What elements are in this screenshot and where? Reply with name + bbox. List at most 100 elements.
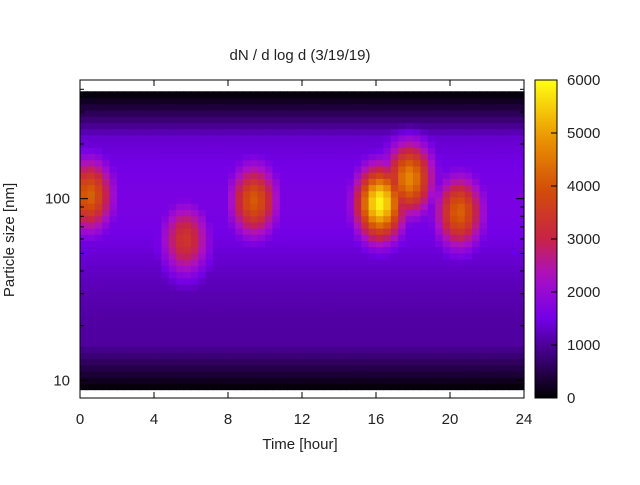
heatmap-cell xyxy=(472,128,481,136)
heatmap-cell xyxy=(124,333,133,341)
heatmap-cell xyxy=(265,203,273,210)
heatmap-cell xyxy=(376,172,384,179)
heatmap-cell xyxy=(220,209,229,217)
heatmap-cell xyxy=(146,128,155,136)
heatmap-cell xyxy=(131,339,140,347)
heatmap-cell xyxy=(168,128,177,136)
heatmap-cell xyxy=(376,134,384,142)
heatmap-cell xyxy=(272,97,281,105)
heatmap-cell xyxy=(205,165,214,173)
heatmap-cell xyxy=(413,196,421,204)
heatmap-cell xyxy=(309,109,318,117)
heatmap-cell xyxy=(479,215,488,223)
heatmap-cell xyxy=(413,377,421,384)
heatmap-cell xyxy=(376,116,384,123)
heatmap-cell xyxy=(324,308,333,316)
heatmap-cell xyxy=(102,116,111,123)
heatmap-cell xyxy=(87,203,96,210)
heatmap-cell xyxy=(457,277,466,285)
heatmap-cell xyxy=(339,91,347,99)
heatmap-cell xyxy=(450,246,458,254)
heatmap-cell xyxy=(353,296,362,304)
heatmap-cell xyxy=(457,234,466,242)
heatmap-cell xyxy=(235,333,244,341)
heatmap-cell xyxy=(117,141,125,148)
heatmap-cell xyxy=(139,128,148,136)
heatmap-cell xyxy=(109,116,118,123)
heatmap-cell xyxy=(509,203,518,210)
heatmap-cell xyxy=(94,296,103,304)
heatmap-cell xyxy=(94,290,103,297)
heatmap-cell xyxy=(294,215,303,223)
heatmap-cell xyxy=(257,215,266,223)
heatmap-cell xyxy=(94,271,103,279)
heatmap-cell xyxy=(501,122,510,130)
heatmap-cell xyxy=(302,147,310,155)
heatmap-cell xyxy=(117,333,125,341)
heatmap-cell xyxy=(324,240,333,248)
heatmap-cell xyxy=(479,178,488,186)
heatmap-cell xyxy=(442,333,451,341)
heatmap-cell xyxy=(257,91,266,99)
heatmap-cell xyxy=(287,134,296,142)
heatmap-cell xyxy=(501,134,510,142)
heatmap-cell xyxy=(309,277,318,285)
heatmap-cell xyxy=(265,134,273,142)
heatmap-cell xyxy=(168,252,177,260)
heatmap-cell xyxy=(257,290,266,297)
heatmap-cell xyxy=(413,134,421,142)
heatmap-cell xyxy=(494,221,503,229)
heatmap-cell xyxy=(390,128,399,136)
heatmap-cell xyxy=(450,134,458,142)
heatmap-cell xyxy=(124,172,133,179)
heatmap-cell xyxy=(398,147,407,155)
heatmap-cell xyxy=(494,383,503,391)
heatmap-cell xyxy=(346,172,355,179)
heatmap-cell xyxy=(191,141,199,148)
heatmap-cell xyxy=(413,165,421,173)
heatmap-cell xyxy=(405,277,414,285)
heatmap-cell xyxy=(398,308,407,316)
heatmap-cell xyxy=(442,383,451,391)
heatmap-cell xyxy=(176,352,185,360)
heatmap-cell xyxy=(346,352,355,360)
heatmap-cell xyxy=(250,122,259,130)
heatmap-cell xyxy=(198,252,207,260)
heatmap-cell xyxy=(265,190,273,198)
heatmap-cell xyxy=(457,228,466,235)
heatmap-cell xyxy=(324,128,333,136)
heatmap-cell xyxy=(146,283,155,291)
heatmap-cell xyxy=(139,252,148,260)
heatmap-cell xyxy=(302,246,310,254)
heatmap-cell xyxy=(109,346,118,353)
heatmap-cell xyxy=(265,283,273,291)
heatmap-cell xyxy=(213,221,222,229)
heatmap-cell xyxy=(183,122,192,130)
heatmap-cell xyxy=(287,271,296,279)
heatmap-cell xyxy=(390,252,399,260)
heatmap-cell xyxy=(479,228,488,235)
heatmap-cell xyxy=(257,321,266,329)
heatmap-cell xyxy=(176,147,185,155)
heatmap-cell xyxy=(413,141,421,148)
heatmap-cell xyxy=(339,153,347,161)
heatmap-cell xyxy=(139,147,148,155)
heatmap-cell xyxy=(124,165,133,173)
heatmap-cell xyxy=(353,190,362,198)
heatmap-cell xyxy=(272,308,281,316)
heatmap-cell xyxy=(368,315,377,322)
heatmap-cell xyxy=(139,221,148,229)
heatmap-cell xyxy=(161,370,170,378)
heatmap-cell xyxy=(346,234,355,242)
heatmap-cell xyxy=(161,327,170,335)
heatmap-cell xyxy=(435,109,444,117)
heatmap-cell xyxy=(316,103,325,111)
heatmap-cell xyxy=(131,290,140,297)
heatmap-cell xyxy=(109,308,118,316)
heatmap-cell xyxy=(220,109,229,117)
heatmap-cell xyxy=(353,97,362,105)
heatmap-cell xyxy=(117,134,125,142)
heatmap-cell xyxy=(487,159,495,167)
heatmap-cell xyxy=(272,327,281,335)
heatmap-cell xyxy=(154,122,162,130)
